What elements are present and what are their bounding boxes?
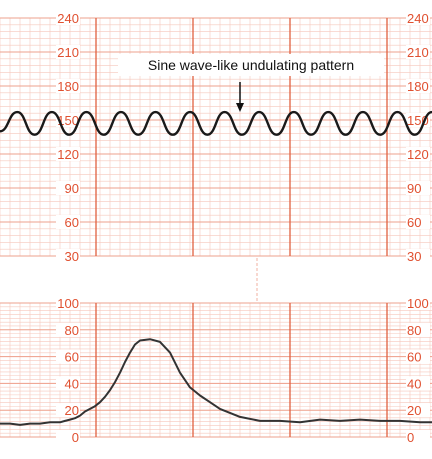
top-tick-label-left-4: 120	[57, 147, 79, 162]
top-tick-label-left-2: 180	[57, 79, 79, 94]
bottom-tick-label-right-1: 80	[407, 323, 421, 338]
bottom-tick-label-right-0: 100	[407, 296, 429, 311]
annotation-group: Sine wave-like undulating pattern	[118, 54, 384, 112]
bottom-tick-label-left-1: 80	[65, 323, 79, 338]
bottom-panel-tick-labels: 100 100 80 80 60 60 40 40 20 20 0 0	[56, 296, 430, 445]
top-tick-label-left-1: 210	[57, 45, 79, 60]
top-tick-label-left-5: 90	[65, 181, 79, 196]
bottom-tick-label-left-5: 0	[72, 430, 79, 445]
bottom-tick-label-left-3: 40	[65, 376, 79, 391]
top-tick-label-left-0: 240	[57, 11, 79, 26]
annotation-background	[118, 54, 384, 76]
bottom-tick-label-right-5: 0	[407, 430, 414, 445]
top-tick-label-left-6: 60	[65, 215, 79, 230]
top-tick-label-right-6: 60	[407, 215, 421, 230]
top-tick-label-right-4: 120	[407, 147, 429, 162]
top-tick-label-left-7: 30	[65, 249, 79, 264]
top-series-line	[0, 110, 432, 136]
top-tick-label-right-0: 240	[407, 11, 429, 26]
top-tick-label-right-5: 90	[407, 181, 421, 196]
bottom-tick-label-right-2: 60	[407, 350, 421, 365]
bottom-tick-label-right-3: 40	[407, 376, 421, 391]
top-tick-label-left-3: 150	[57, 113, 79, 128]
bottom-tick-label-left-2: 60	[65, 350, 79, 365]
top-tick-label-right-7: 30	[407, 249, 421, 264]
bottom-tick-label-right-4: 20	[407, 403, 421, 418]
bottom-panel-series	[0, 338, 432, 426]
bottom-tick-label-left-4: 20	[65, 403, 79, 418]
bottom-series-line	[0, 338, 432, 426]
top-panel-series	[0, 110, 432, 136]
top-tick-label-right-2: 180	[407, 79, 429, 94]
annotation-arrow-head	[236, 103, 244, 112]
bottom-tick-label-left-0: 100	[57, 296, 79, 311]
top-tick-label-right-1: 210	[407, 45, 429, 60]
annotation-text: Sine wave-like undulating pattern	[148, 57, 354, 73]
